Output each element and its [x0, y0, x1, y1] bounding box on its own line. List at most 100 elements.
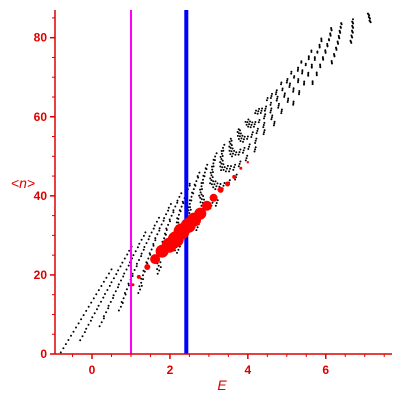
black-dot [259, 112, 262, 114]
black-dot [105, 276, 108, 279]
black-dot [367, 16, 370, 18]
black-dot [237, 165, 240, 168]
black-dot [340, 22, 343, 25]
black-dot [321, 56, 324, 59]
black-dot [158, 269, 161, 272]
black-dot [100, 285, 103, 287]
red-dot [201, 200, 212, 211]
black-dot [200, 198, 203, 201]
black-dot [238, 151, 241, 154]
black-dot [307, 73, 310, 76]
black-dot [270, 118, 273, 121]
black-dot [249, 126, 252, 129]
black-dot [189, 208, 192, 211]
black-dot [202, 174, 205, 177]
black-dot [281, 87, 284, 90]
black-dot [257, 121, 260, 124]
black-dot [226, 164, 229, 167]
black-dot [263, 131, 266, 134]
black-dot [198, 171, 201, 174]
black-dot [270, 101, 272, 104]
black-dot [220, 150, 223, 152]
black-dot [310, 66, 313, 69]
black-dot [300, 60, 303, 63]
black-dot [159, 261, 162, 264]
black-dot [278, 102, 280, 105]
x-tick-label: 4 [245, 363, 252, 377]
black-dot [156, 233, 159, 236]
black-dot [132, 254, 135, 257]
black-dot [254, 139, 257, 142]
black-dot [242, 138, 245, 141]
black-dot [233, 166, 236, 169]
black-dot [222, 184, 225, 187]
black-dot [91, 316, 94, 319]
black-dot [225, 167, 228, 170]
black-dot [269, 103, 272, 106]
black-dot [276, 95, 279, 98]
black-dot [110, 268, 113, 271]
black-dot [137, 292, 140, 294]
black-dot [247, 148, 250, 150]
black-dot [213, 183, 216, 186]
black-dot [303, 80, 306, 83]
black-dot [269, 111, 272, 114]
black-dot [82, 314, 85, 317]
black-dot [349, 39, 352, 42]
black-dot [177, 221, 180, 224]
black-dot [242, 149, 245, 152]
black-dot [215, 152, 218, 155]
black-dot [277, 106, 280, 109]
black-dot [165, 213, 168, 216]
black-dot [230, 144, 233, 147]
black-dot [275, 89, 278, 92]
black-dot [139, 288, 142, 291]
black-dot [262, 133, 265, 136]
black-dot [120, 279, 122, 282]
black-dot [238, 132, 240, 135]
black-dot [203, 198, 205, 201]
black-dot [233, 149, 236, 152]
black-dot [243, 135, 246, 138]
black-dot [127, 264, 130, 267]
black-dot [170, 214, 173, 217]
black-dot [212, 186, 215, 189]
black-dot [245, 123, 248, 126]
black-dot [148, 252, 151, 255]
black-dot [115, 273, 118, 276]
black-dot [153, 224, 156, 227]
black-dot [219, 155, 222, 158]
black-dot [136, 246, 139, 249]
black-dot [172, 211, 175, 214]
black-dot [189, 206, 191, 209]
black-dot [120, 301, 123, 303]
black-dot [212, 165, 215, 168]
black-dot [117, 283, 120, 286]
black-dot [163, 237, 166, 240]
black-dot [273, 120, 276, 123]
black-dot [138, 242, 141, 245]
black-dot [138, 285, 141, 288]
black-dot [245, 157, 248, 160]
black-dot [199, 201, 202, 204]
black-dot [311, 83, 314, 86]
black-dot [112, 294, 115, 297]
black-dot [269, 97, 272, 99]
black-dot [251, 131, 254, 134]
black-dot [285, 81, 288, 84]
black-dot [191, 191, 194, 194]
black-dot [211, 171, 214, 174]
black-dot [211, 165, 213, 168]
black-dot [222, 168, 225, 171]
black-dot [154, 237, 157, 240]
black-dot [253, 150, 256, 153]
black-dot [92, 297, 95, 300]
black-dot [224, 170, 227, 173]
black-dot [214, 204, 217, 207]
black-dot [87, 305, 90, 308]
black-dot [292, 87, 295, 90]
black-dot [288, 84, 291, 87]
black-dot [310, 49, 313, 52]
black-dot [280, 83, 282, 86]
